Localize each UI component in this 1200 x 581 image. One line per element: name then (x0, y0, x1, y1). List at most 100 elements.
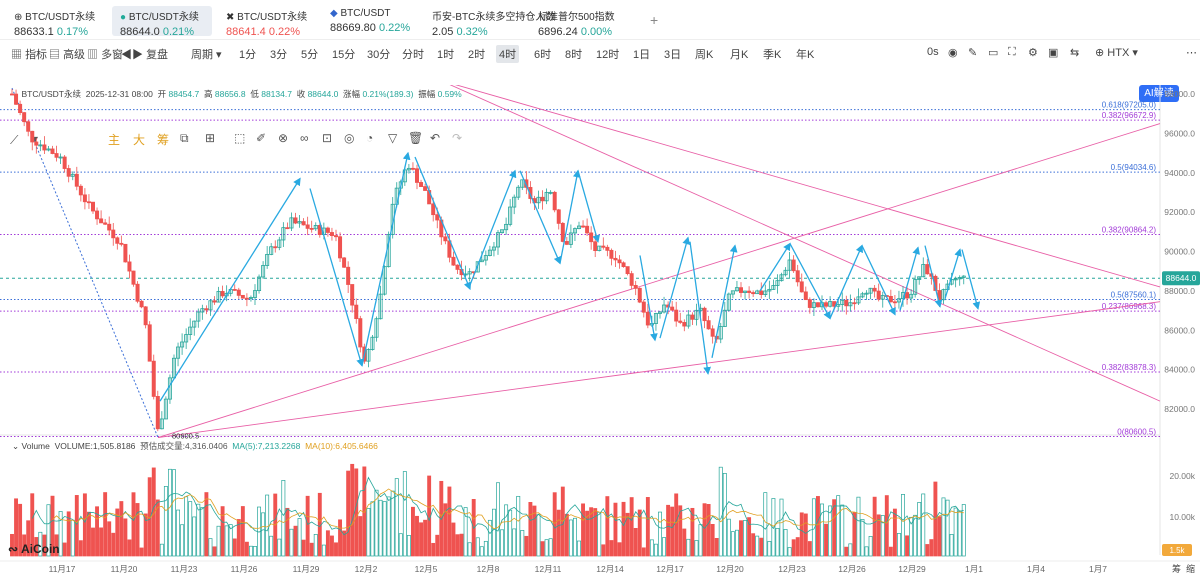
volume-ma10-line (52, 488, 964, 530)
price-tick-label: 88000.0 (1164, 286, 1195, 296)
multi-chart-button[interactable]: ▥ 多窗 (87, 49, 124, 61)
candle-body (155, 396, 160, 430)
ruler-icon[interactable]: ✐ (256, 131, 267, 145)
replay-button[interactable]: ◀▶ 复盘 (121, 49, 169, 61)
ticker-tab-4[interactable]: 币安-BTC永续多空持仓人数 2.05 0.32% (424, 6, 563, 38)
volume-bar (508, 509, 513, 557)
volume-bar (795, 537, 800, 557)
volume-bar (658, 511, 662, 557)
template-icon[interactable]: ▣ (1048, 47, 1059, 59)
interval-tab[interactable]: 15分 (332, 49, 356, 61)
interval-tab[interactable]: 1分 (239, 49, 257, 61)
volume-bar (366, 508, 371, 557)
ticker-tab-5[interactable]: 标准普尔500指数 6896.24 0.00% (530, 6, 623, 38)
indicator-button[interactable]: ▦ 指标 (11, 49, 48, 61)
compare-icon[interactable]: ⇆ (1070, 47, 1080, 59)
wave-arrow (414, 156, 472, 291)
candle-body (297, 221, 302, 224)
volume-bar (220, 506, 225, 557)
candle-body (730, 290, 735, 295)
volume-expand-icon[interactable]: ⌄ (12, 441, 20, 451)
candle-body (896, 298, 901, 303)
interval-tab[interactable]: 8时 (565, 49, 583, 61)
volume-bar (759, 537, 764, 557)
ticker-tab-0[interactable]: ⊕ BTC/USDT永续 88633.1 0.17% (6, 6, 103, 38)
volume-bar (896, 533, 901, 557)
exchange-select[interactable]: ⊕ HTX ▾ (1095, 47, 1138, 59)
interval-tab[interactable]: 5分 (301, 49, 319, 61)
ticker-tab-3[interactable]: ◆ BTC/USDT 88669.80 0.22% (322, 6, 418, 36)
volume-bar (625, 512, 630, 557)
volume-bar (710, 524, 715, 557)
price-chart[interactable]: 98000.0 96000.0 94000.0 92000.0 90000.0 88000… (0, 85, 1200, 581)
interval-tab[interactable]: 月K (730, 49, 749, 61)
fullscreen-icon[interactable]: ⛶ (1008, 46, 1016, 58)
volume-bar (99, 527, 104, 557)
volume-bar (176, 509, 180, 557)
eye-icon[interactable]: ◔ (366, 131, 374, 145)
volume-bar (512, 528, 517, 557)
layout-icon[interactable]: ▭ (988, 47, 999, 59)
interval-tab[interactable]: 1时 (437, 49, 455, 61)
cursor-icon[interactable]: ⬚ (234, 131, 246, 145)
interval-tab[interactable]: 4时 (496, 45, 520, 63)
volume-bar (568, 519, 573, 557)
edit-icon[interactable]: ✎ (968, 47, 978, 59)
line-tool-icon[interactable]: ⟋ (10, 133, 19, 147)
ticker-tab-2[interactable]: ✖ BTC/USDT永续 88641.4 0.22% (218, 6, 315, 38)
link-icon[interactable]: ∞ (300, 131, 309, 145)
interval-tab[interactable]: 2时 (468, 49, 486, 61)
ticker-name: 币安-BTC永续多空持仓人数 (432, 12, 556, 23)
copy-icon[interactable]: ⧉ (180, 131, 189, 145)
main-tool-button[interactable]: 主 (108, 133, 121, 147)
interval-tab[interactable]: 1日 (633, 49, 651, 61)
volume-bar (848, 543, 853, 557)
period-button[interactable]: 周期 ▾ (191, 49, 222, 61)
volume-bar (791, 539, 796, 557)
volume-bar (540, 541, 545, 557)
interval-tab[interactable]: 30分 (367, 49, 391, 61)
advanced-button[interactable]: ▤ 高级 (49, 49, 86, 61)
big-tool-button[interactable]: 大 (133, 133, 146, 147)
filter-icon[interactable]: ▽ (388, 131, 398, 145)
interval-tab[interactable]: 12时 (596, 49, 620, 61)
interval-tab[interactable]: 季K (763, 49, 782, 61)
volume-bar (10, 533, 14, 557)
volume-bar (38, 531, 43, 557)
candle-body (848, 302, 853, 307)
trash-icon[interactable]: 🗑 (408, 131, 424, 145)
ticker-tab-1[interactable]: ● BTC/USDT永续 88644.0 0.21% (112, 6, 212, 38)
candle-body (625, 266, 630, 275)
volume-bar (253, 546, 257, 557)
interval-tab[interactable]: 年K (796, 49, 815, 61)
interval-tab[interactable]: 3日 (664, 49, 682, 61)
volume-bar (196, 503, 201, 557)
camera-icon[interactable]: ◉ (948, 47, 958, 59)
magnet-icon[interactable]: ⊗ (278, 131, 289, 145)
chip-tool-button[interactable]: 筹 (157, 133, 170, 147)
redo-icon[interactable]: ↷ (452, 131, 463, 145)
interval-tab[interactable]: 6时 (534, 49, 552, 61)
settings-icon[interactable]: ⚙ (1028, 47, 1038, 59)
volume-bar (362, 466, 367, 557)
chip-distribution-button: 筹 (1172, 563, 1181, 574)
add-ticker-icon[interactable]: + (650, 12, 659, 28)
undo-icon[interactable]: ↶ (430, 131, 441, 145)
interval-tab[interactable]: 3分 (270, 49, 288, 61)
volume-bar (593, 508, 598, 557)
candle-body (572, 228, 577, 234)
bell-icon[interactable]: ◎ (344, 131, 355, 145)
candle-body (961, 275, 966, 278)
volume-bar (240, 506, 245, 557)
more-icon[interactable]: ⋯ (1186, 47, 1197, 59)
tool-dropdown-icon[interactable]: ▾ (32, 132, 39, 146)
ai-analysis-button[interactable]: AI解读 (1139, 85, 1179, 102)
volume-bar (394, 478, 399, 557)
interval-tab[interactable]: 分时 (402, 49, 424, 61)
volume-bar (836, 495, 841, 557)
interval-tab[interactable]: 周K (695, 49, 714, 61)
pattern-icon[interactable]: ⊞ (205, 131, 216, 145)
lock-icon[interactable]: ⊡ (322, 131, 333, 145)
fib-level-label: 0(80600.5) (1117, 428, 1156, 437)
candle-body (354, 304, 359, 320)
